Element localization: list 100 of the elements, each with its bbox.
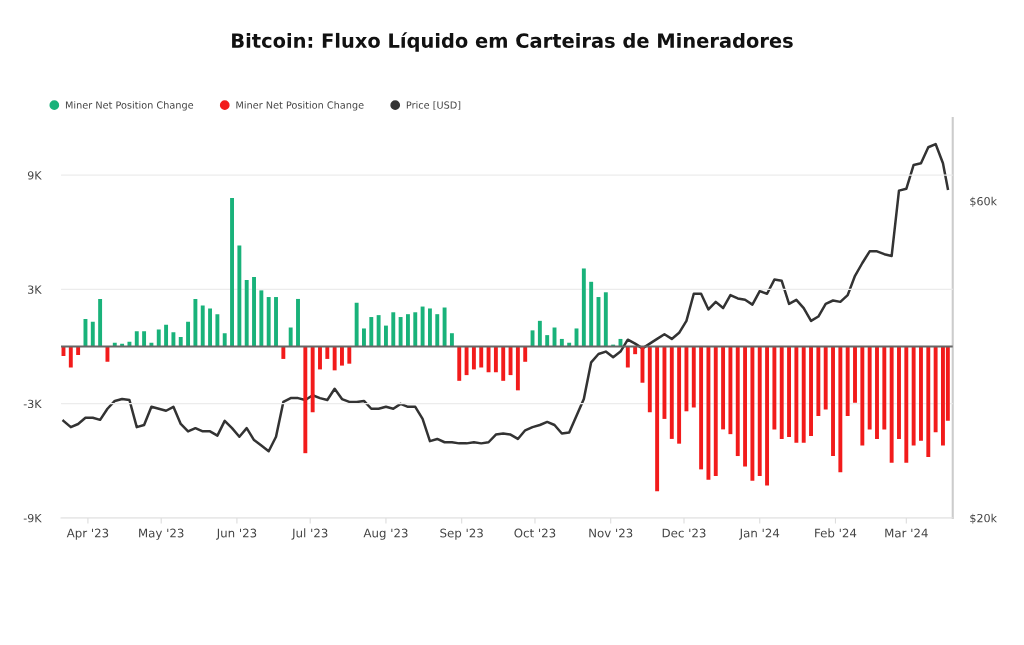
bar — [545, 335, 550, 347]
bar — [193, 298, 198, 347]
line-series — [62, 142, 950, 453]
bar — [237, 245, 242, 347]
bar — [427, 308, 432, 347]
bar — [435, 314, 440, 347]
x-tick-label: Aug '23 — [363, 528, 408, 540]
bar — [823, 346, 828, 410]
bar — [779, 346, 784, 439]
x-tick-label: Jan '24 — [739, 528, 780, 540]
bar — [831, 346, 835, 457]
bar — [486, 346, 491, 373]
x-tick-label: Feb '24 — [815, 528, 857, 538]
bar — [376, 315, 381, 347]
y-tick-label: -3K — [23, 399, 42, 409]
bar — [420, 306, 425, 347]
bar — [215, 314, 220, 347]
bar — [838, 346, 843, 473]
bar — [603, 292, 608, 347]
bar — [750, 346, 755, 481]
bar — [164, 324, 169, 347]
bar — [186, 321, 191, 347]
y-tick-label: 9K — [27, 171, 42, 180]
bar — [171, 332, 176, 347]
bar — [493, 346, 498, 373]
bar — [926, 346, 931, 457]
bar — [134, 331, 139, 347]
bar — [515, 346, 520, 391]
bar — [142, 331, 147, 347]
bar — [772, 346, 777, 430]
bar — [728, 346, 733, 435]
x-tick-label: Nov '23 — [589, 528, 633, 538]
x-tick-label: Jul '23 — [291, 528, 328, 540]
bar — [699, 346, 704, 470]
x-tick-label: Apr '23 — [66, 528, 109, 540]
bar — [354, 302, 359, 347]
bar — [310, 346, 315, 413]
bar — [303, 346, 308, 454]
x-tick-label: Oct '23 — [514, 528, 556, 538]
bar — [794, 346, 799, 443]
bar — [625, 346, 630, 368]
bar — [662, 346, 667, 419]
bar — [816, 346, 821, 417]
bar — [296, 298, 300, 347]
bar — [867, 346, 872, 430]
bar — [853, 346, 857, 403]
chart-title: Bitcoin: Fluxo Líquido em Carteiras de Mineradores — [232, 32, 793, 52]
bar — [589, 281, 594, 347]
bar — [98, 298, 103, 347]
bar — [259, 290, 264, 347]
bar — [266, 297, 271, 347]
y-tick-label: -9K — [23, 513, 42, 523]
bar — [537, 320, 542, 347]
legend-label: Miner Net Position Change — [236, 101, 364, 111]
x-tick-label: Mar '24 — [885, 528, 928, 538]
bar — [208, 308, 213, 347]
bar — [464, 346, 469, 376]
bar — [362, 328, 366, 347]
bar — [743, 346, 748, 467]
bar — [882, 346, 887, 430]
bar — [860, 346, 865, 446]
bar — [677, 346, 682, 444]
legend-label: Price [USD] — [406, 101, 461, 110]
bar — [721, 346, 726, 430]
bar — [875, 346, 879, 439]
bar — [655, 346, 660, 492]
bar — [391, 312, 396, 347]
bar — [757, 346, 762, 477]
y2-tick-label: $20k — [970, 513, 998, 524]
bar — [919, 346, 923, 441]
bar — [845, 346, 850, 417]
bar — [156, 329, 161, 347]
bar — [252, 277, 256, 347]
bar — [787, 346, 791, 437]
bar — [90, 321, 95, 347]
bar — [581, 268, 586, 347]
bar — [318, 346, 322, 370]
bar — [647, 346, 652, 413]
bar — [332, 346, 337, 371]
bar — [713, 346, 718, 477]
bar — [178, 337, 183, 347]
bar — [413, 312, 418, 347]
x-tick-label: Jun '23 — [216, 528, 257, 540]
bar — [340, 346, 344, 366]
x-tick-label: Dec '23 — [662, 528, 706, 538]
bar — [933, 346, 938, 433]
bar — [369, 317, 374, 347]
bar — [669, 346, 674, 439]
bar — [735, 346, 740, 457]
bar — [398, 317, 403, 347]
bar — [405, 314, 410, 347]
bar — [706, 346, 711, 480]
bar — [457, 346, 462, 381]
bar — [911, 346, 916, 446]
bar — [471, 346, 476, 370]
bar — [442, 307, 447, 347]
bar — [904, 346, 909, 463]
bar — [200, 305, 205, 347]
bar — [68, 346, 73, 368]
bar — [222, 333, 227, 347]
